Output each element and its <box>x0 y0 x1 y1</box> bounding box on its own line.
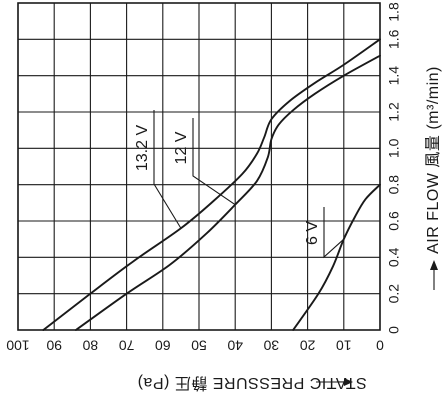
y-tick-label: 1.4 <box>386 66 402 86</box>
x-tick: 60 <box>155 337 171 353</box>
y-tick: 1.0 <box>386 138 402 158</box>
x-axis-title: STATIC PRESSURE 静圧 (Pa) <box>137 374 367 392</box>
x-tick-label: 90 <box>46 337 62 353</box>
series-label-text: 12 V <box>173 131 190 164</box>
y-axis-title: AIR FLOW 風量 (m³/min) <box>425 66 442 254</box>
y-tick: 1.2 <box>386 102 402 122</box>
y-axis-arrowhead <box>430 260 438 270</box>
y-axis-title-group: AIR FLOW 風量 (m³/min) <box>425 66 442 254</box>
y-tick-label: 1.2 <box>386 102 402 122</box>
y-tick: 1.6 <box>386 29 402 49</box>
y-tick-label: 0 <box>386 326 402 334</box>
x-tick: 10 <box>336 337 352 353</box>
x-tick-label: 30 <box>263 337 279 353</box>
y-tick-labels: 0 0.2 0.4 0.6 0.8 1.0 1.2 1.4 1.6 1.8 <box>386 2 402 334</box>
x-tick: 0 <box>376 337 384 353</box>
series-label-1: 12 V <box>173 131 190 164</box>
y-tick-label: 1.0 <box>386 138 402 158</box>
series-label-leader <box>192 172 236 206</box>
series-line-0 <box>42 38 381 331</box>
y-tick: 1.4 <box>386 66 402 86</box>
y-tick-label: 0.8 <box>386 175 402 195</box>
y-tick-label: 1.6 <box>386 29 402 49</box>
series-label-leader <box>153 180 182 229</box>
series-labels: 13.2 V 12 V 6 V <box>134 125 321 245</box>
plot-frame <box>17 2 381 331</box>
x-tick-label: 60 <box>155 337 171 353</box>
y-tick: 0.6 <box>386 211 402 231</box>
series-label-leaders <box>153 110 345 259</box>
x-tick: 90 <box>46 337 62 353</box>
x-tick-label: 80 <box>82 337 98 353</box>
x-axis-arrowhead <box>344 378 353 386</box>
x-tick: 100 <box>6 337 30 353</box>
x-tick-label: 40 <box>227 337 243 353</box>
x-tick-label: 50 <box>191 337 207 353</box>
series-label-leader <box>323 238 345 259</box>
series-label-text: 13.2 V <box>134 125 151 172</box>
y-tick-label: 0.2 <box>386 284 402 304</box>
x-tick-label: 20 <box>300 337 316 353</box>
x-tick-label: 100 <box>6 337 30 353</box>
series-label-2: 6 V <box>304 221 321 245</box>
x-tick: 50 <box>191 337 207 353</box>
y-tick: 0 <box>386 326 402 334</box>
y-tick: 0.8 <box>386 175 402 195</box>
series-label-text: 6 V <box>304 221 321 245</box>
x-tick-label: 0 <box>376 337 384 353</box>
x-tick: 30 <box>263 337 279 353</box>
x-tick: 40 <box>227 337 243 353</box>
series-label-0: 13.2 V <box>134 125 151 172</box>
y-tick-label: 0.4 <box>386 247 402 267</box>
x-axis-title-group: STATIC PRESSURE 静圧 (Pa) <box>137 374 367 392</box>
x-tick-label: 10 <box>336 337 352 353</box>
x-tick: 80 <box>82 337 98 353</box>
y-tick: 1.8 <box>386 2 402 22</box>
y-tick-label: 1.8 <box>386 2 402 22</box>
series-line-1 <box>74 54 381 331</box>
x-tick-label: 70 <box>119 337 135 353</box>
y-tick: 0.4 <box>386 247 402 267</box>
y-tick-label: 0.6 <box>386 211 402 231</box>
x-tick-labels: 100 90 80 70 60 50 40 30 20 10 0 <box>6 337 384 353</box>
x-tick: 20 <box>300 337 316 353</box>
y-tick: 0.2 <box>386 284 402 304</box>
x-tick: 70 <box>119 337 135 353</box>
